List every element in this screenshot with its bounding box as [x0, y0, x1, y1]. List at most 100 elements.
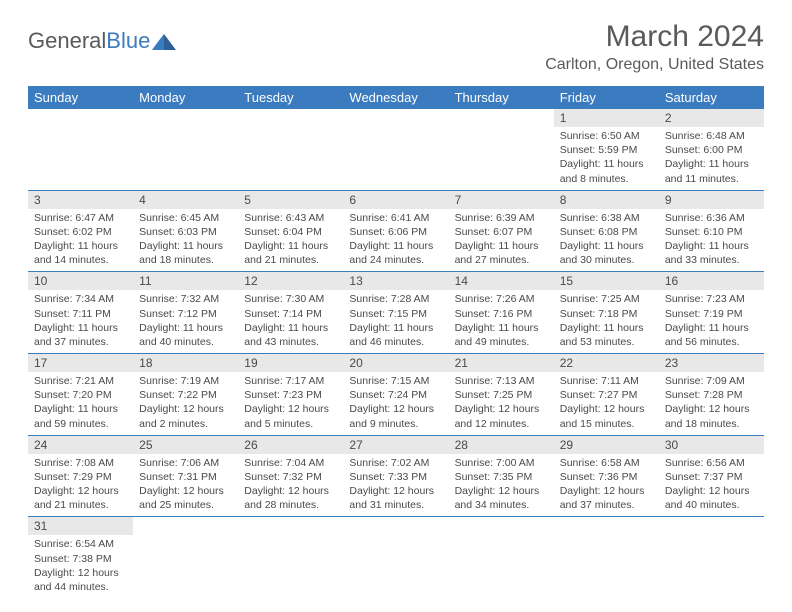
calendar-cell: 27Sunrise: 7:02 AMSunset: 7:33 PMDayligh… — [343, 435, 448, 517]
calendar-cell: 14Sunrise: 7:26 AMSunset: 7:16 PMDayligh… — [449, 272, 554, 354]
day-number: 11 — [133, 272, 238, 290]
day-content: Sunrise: 7:09 AMSunset: 7:28 PMDaylight:… — [659, 372, 764, 435]
calendar-cell: 19Sunrise: 7:17 AMSunset: 7:23 PMDayligh… — [238, 354, 343, 436]
calendar-week-row: 10Sunrise: 7:34 AMSunset: 7:11 PMDayligh… — [28, 272, 764, 354]
day-number: 12 — [238, 272, 343, 290]
day-number: 17 — [28, 354, 133, 372]
day-number: 20 — [343, 354, 448, 372]
day-number: 2 — [659, 109, 764, 127]
calendar-body: 1Sunrise: 6:50 AMSunset: 5:59 PMDaylight… — [28, 109, 764, 598]
day-number: 31 — [28, 517, 133, 535]
calendar-cell — [238, 517, 343, 598]
calendar-cell — [554, 517, 659, 598]
day-content: Sunrise: 6:36 AMSunset: 6:10 PMDaylight:… — [659, 209, 764, 272]
calendar-cell — [449, 517, 554, 598]
day-content: Sunrise: 6:48 AMSunset: 6:00 PMDaylight:… — [659, 127, 764, 190]
weekday-header: Wednesday — [343, 86, 448, 109]
calendar-cell: 6Sunrise: 6:41 AMSunset: 6:06 PMDaylight… — [343, 190, 448, 272]
calendar-cell: 11Sunrise: 7:32 AMSunset: 7:12 PMDayligh… — [133, 272, 238, 354]
calendar-cell: 23Sunrise: 7:09 AMSunset: 7:28 PMDayligh… — [659, 354, 764, 436]
day-number: 4 — [133, 191, 238, 209]
weekday-header: Monday — [133, 86, 238, 109]
day-content: Sunrise: 7:17 AMSunset: 7:23 PMDaylight:… — [238, 372, 343, 435]
calendar-week-row: 1Sunrise: 6:50 AMSunset: 5:59 PMDaylight… — [28, 109, 764, 190]
weekday-header-row: Sunday Monday Tuesday Wednesday Thursday… — [28, 86, 764, 109]
logo-text: GeneralBlue — [28, 28, 150, 54]
calendar-cell: 25Sunrise: 7:06 AMSunset: 7:31 PMDayligh… — [133, 435, 238, 517]
day-content: Sunrise: 7:34 AMSunset: 7:11 PMDaylight:… — [28, 290, 133, 353]
day-content: Sunrise: 7:04 AMSunset: 7:32 PMDaylight:… — [238, 454, 343, 517]
day-number: 8 — [554, 191, 659, 209]
day-content: Sunrise: 7:02 AMSunset: 7:33 PMDaylight:… — [343, 454, 448, 517]
calendar-cell: 22Sunrise: 7:11 AMSunset: 7:27 PMDayligh… — [554, 354, 659, 436]
day-content: Sunrise: 7:21 AMSunset: 7:20 PMDaylight:… — [28, 372, 133, 435]
day-content: Sunrise: 6:43 AMSunset: 6:04 PMDaylight:… — [238, 209, 343, 272]
day-content: Sunrise: 7:15 AMSunset: 7:24 PMDaylight:… — [343, 372, 448, 435]
day-number: 28 — [449, 436, 554, 454]
day-number: 30 — [659, 436, 764, 454]
day-content: Sunrise: 6:54 AMSunset: 7:38 PMDaylight:… — [28, 535, 133, 598]
day-number: 25 — [133, 436, 238, 454]
day-content: Sunrise: 7:08 AMSunset: 7:29 PMDaylight:… — [28, 454, 133, 517]
day-content: Sunrise: 6:47 AMSunset: 6:02 PMDaylight:… — [28, 209, 133, 272]
calendar-cell: 1Sunrise: 6:50 AMSunset: 5:59 PMDaylight… — [554, 109, 659, 190]
calendar-table: Sunday Monday Tuesday Wednesday Thursday… — [28, 86, 764, 598]
calendar-cell — [449, 109, 554, 190]
calendar-cell: 17Sunrise: 7:21 AMSunset: 7:20 PMDayligh… — [28, 354, 133, 436]
day-number: 18 — [133, 354, 238, 372]
calendar-cell: 20Sunrise: 7:15 AMSunset: 7:24 PMDayligh… — [343, 354, 448, 436]
calendar-cell: 21Sunrise: 7:13 AMSunset: 7:25 PMDayligh… — [449, 354, 554, 436]
day-number: 21 — [449, 354, 554, 372]
calendar-cell: 16Sunrise: 7:23 AMSunset: 7:19 PMDayligh… — [659, 272, 764, 354]
calendar-cell: 13Sunrise: 7:28 AMSunset: 7:15 PMDayligh… — [343, 272, 448, 354]
calendar-week-row: 17Sunrise: 7:21 AMSunset: 7:20 PMDayligh… — [28, 354, 764, 436]
calendar-cell — [659, 517, 764, 598]
day-content: Sunrise: 6:56 AMSunset: 7:37 PMDaylight:… — [659, 454, 764, 517]
day-number: 14 — [449, 272, 554, 290]
title-block: March 2024 Carlton, Oregon, United State… — [545, 20, 764, 82]
calendar-cell: 31Sunrise: 6:54 AMSunset: 7:38 PMDayligh… — [28, 517, 133, 598]
day-content: Sunrise: 6:38 AMSunset: 6:08 PMDaylight:… — [554, 209, 659, 272]
day-number: 23 — [659, 354, 764, 372]
day-content: Sunrise: 7:30 AMSunset: 7:14 PMDaylight:… — [238, 290, 343, 353]
calendar-cell: 7Sunrise: 6:39 AMSunset: 6:07 PMDaylight… — [449, 190, 554, 272]
calendar-cell: 4Sunrise: 6:45 AMSunset: 6:03 PMDaylight… — [133, 190, 238, 272]
weekday-header: Tuesday — [238, 86, 343, 109]
day-number: 10 — [28, 272, 133, 290]
calendar-cell — [343, 109, 448, 190]
calendar-cell: 3Sunrise: 6:47 AMSunset: 6:02 PMDaylight… — [28, 190, 133, 272]
day-number: 26 — [238, 436, 343, 454]
weekday-header: Friday — [554, 86, 659, 109]
day-number: 29 — [554, 436, 659, 454]
day-content: Sunrise: 6:39 AMSunset: 6:07 PMDaylight:… — [449, 209, 554, 272]
logo: GeneralBlue — [28, 28, 176, 54]
calendar-cell — [133, 109, 238, 190]
day-content: Sunrise: 6:41 AMSunset: 6:06 PMDaylight:… — [343, 209, 448, 272]
day-content: Sunrise: 7:32 AMSunset: 7:12 PMDaylight:… — [133, 290, 238, 353]
logo-general: General — [28, 28, 106, 53]
day-content: Sunrise: 7:13 AMSunset: 7:25 PMDaylight:… — [449, 372, 554, 435]
day-number: 7 — [449, 191, 554, 209]
header: GeneralBlue March 2024 Carlton, Oregon, … — [28, 20, 764, 82]
day-content: Sunrise: 6:50 AMSunset: 5:59 PMDaylight:… — [554, 127, 659, 190]
day-content: Sunrise: 7:19 AMSunset: 7:22 PMDaylight:… — [133, 372, 238, 435]
day-number: 19 — [238, 354, 343, 372]
calendar-cell: 18Sunrise: 7:19 AMSunset: 7:22 PMDayligh… — [133, 354, 238, 436]
weekday-header: Saturday — [659, 86, 764, 109]
day-number: 15 — [554, 272, 659, 290]
logo-blue: Blue — [106, 28, 150, 53]
day-content: Sunrise: 7:00 AMSunset: 7:35 PMDaylight:… — [449, 454, 554, 517]
calendar-cell: 2Sunrise: 6:48 AMSunset: 6:00 PMDaylight… — [659, 109, 764, 190]
month-title: March 2024 — [545, 20, 764, 54]
calendar-cell: 24Sunrise: 7:08 AMSunset: 7:29 PMDayligh… — [28, 435, 133, 517]
logo-sail-icon — [152, 34, 176, 50]
calendar-cell: 8Sunrise: 6:38 AMSunset: 6:08 PMDaylight… — [554, 190, 659, 272]
day-content: Sunrise: 7:23 AMSunset: 7:19 PMDaylight:… — [659, 290, 764, 353]
calendar-cell: 26Sunrise: 7:04 AMSunset: 7:32 PMDayligh… — [238, 435, 343, 517]
calendar-week-row: 3Sunrise: 6:47 AMSunset: 6:02 PMDaylight… — [28, 190, 764, 272]
calendar-cell — [238, 109, 343, 190]
calendar-cell: 9Sunrise: 6:36 AMSunset: 6:10 PMDaylight… — [659, 190, 764, 272]
day-number: 3 — [28, 191, 133, 209]
calendar-cell: 12Sunrise: 7:30 AMSunset: 7:14 PMDayligh… — [238, 272, 343, 354]
day-number: 24 — [28, 436, 133, 454]
